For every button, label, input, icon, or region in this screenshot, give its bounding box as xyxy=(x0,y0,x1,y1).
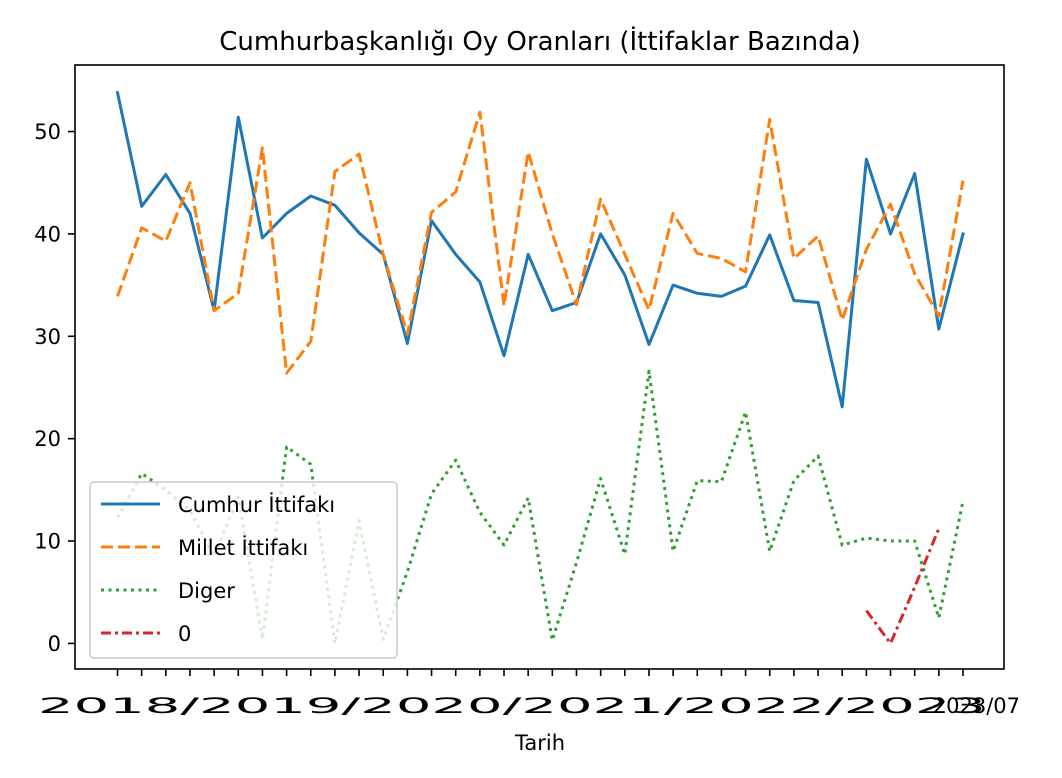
y-tick-label: 50 xyxy=(34,120,61,144)
legend: Cumhur İttifakı Millet İttifakı Diger 0 xyxy=(89,481,398,659)
y-tick-label: 10 xyxy=(34,530,61,554)
plot-frame xyxy=(74,64,1005,670)
y-tick-label: 20 xyxy=(34,427,61,451)
chart-title: Cumhurbaşkanlığı Oy Oranları (İttifaklar… xyxy=(219,25,860,57)
series-line-3 xyxy=(865,528,941,645)
legend-label: Diger xyxy=(178,579,235,603)
y-tick-label: 30 xyxy=(34,325,61,349)
y-tick-label: 0 xyxy=(48,632,61,656)
legend-label: Cumhur İttifakı xyxy=(178,492,335,517)
legend-box xyxy=(89,481,398,659)
series-line-0 xyxy=(115,90,965,409)
x-tick-label-last: 2023/07 xyxy=(933,694,1020,718)
series-line-1 xyxy=(116,110,965,375)
x-tick-labels: 2018/2019/2020/2021/2022/2023 xyxy=(38,694,986,718)
legend-label: Millet İttifakı xyxy=(178,535,308,560)
y-axis: 0 10 20 30 40 50 xyxy=(34,120,75,656)
legend-label: 0 xyxy=(178,622,191,646)
x-axis-label: Tarih xyxy=(514,731,565,755)
y-tick-label: 40 xyxy=(34,222,61,246)
